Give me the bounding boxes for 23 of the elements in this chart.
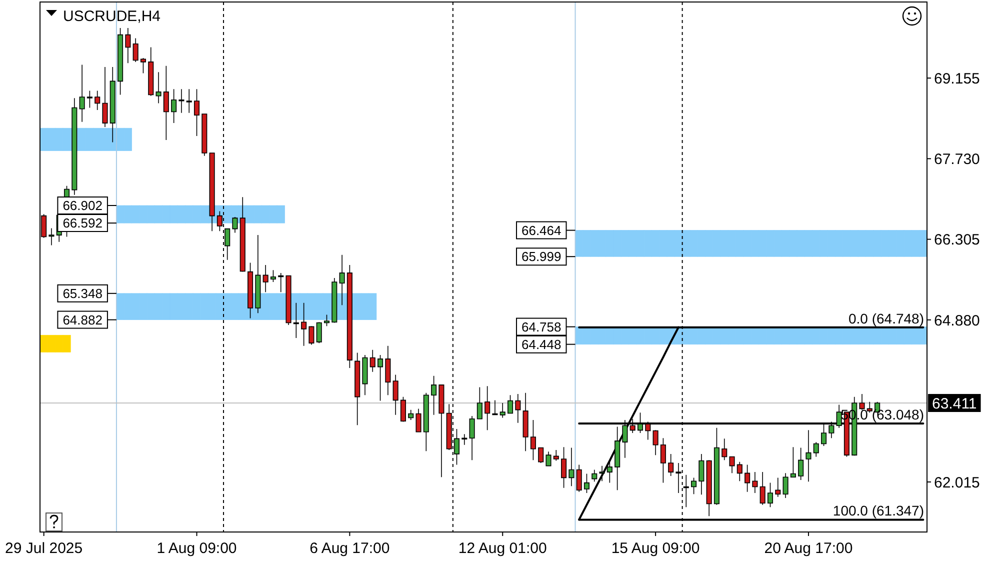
ref-line-label: 63.411	[932, 395, 977, 412]
annotation: 65.999	[521, 249, 562, 264]
y-tick-label: 64.880	[934, 312, 980, 330]
x-tick-label: 29 Jul 2025	[5, 540, 83, 557]
annotation: 66.592	[62, 216, 102, 231]
x-tick-label: 1 Aug 09:00	[156, 540, 237, 557]
x-tick-label: 6 Aug 17:00	[310, 540, 390, 557]
legend-label: 0.0 (64.748)	[848, 310, 924, 326]
chart-title: USCRUDE,H4	[63, 8, 161, 25]
y-tick-label: 66.305	[934, 232, 980, 249]
y-tick-label: 69.155	[934, 70, 980, 88]
y-tick-label: 62.015	[934, 474, 980, 492]
x-tick-label: 12 Aug 01:00	[458, 540, 547, 557]
annotation: 66.464	[521, 222, 562, 238]
x-tick-label: 15 Aug 09:00	[611, 540, 700, 557]
annotation: 66.902	[62, 198, 102, 214]
annotation: 64.758	[521, 319, 562, 334]
annotation: 64.882	[62, 312, 102, 328]
series-label: 100.0 (61.347)	[832, 502, 924, 519]
annotation: 65.348	[62, 286, 102, 301]
x-tick-label: 20 Aug 17:00	[764, 540, 853, 557]
annotation: 64.448	[521, 336, 562, 352]
y-tick-label: 67.730	[934, 151, 980, 168]
